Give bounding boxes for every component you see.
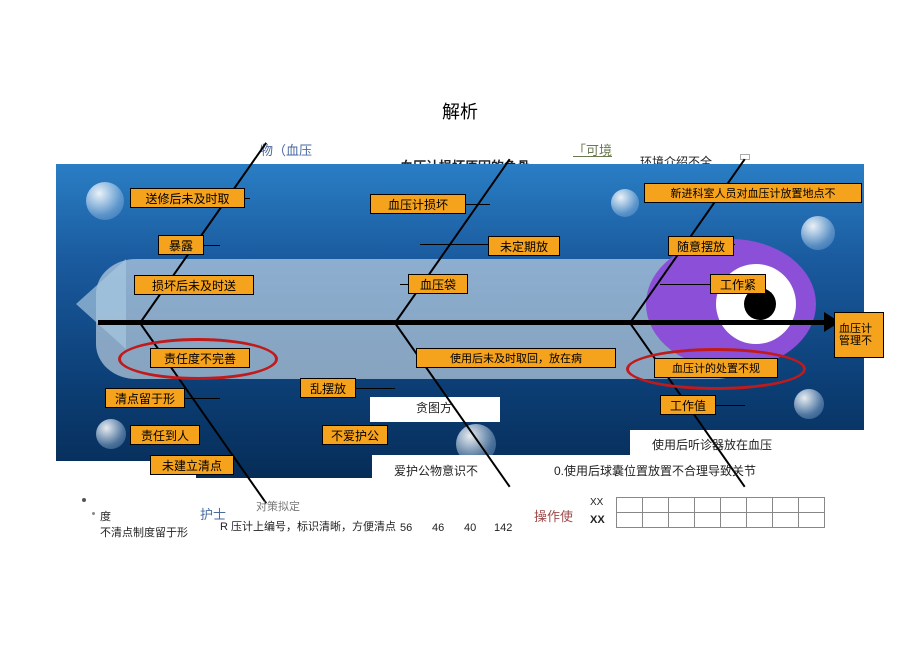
whiteblock bbox=[150, 478, 430, 494]
page-title: 解析 bbox=[442, 98, 478, 124]
head-box: 血压计管理不 bbox=[834, 312, 884, 358]
mini-table bbox=[616, 497, 825, 528]
note-right-1: 0.使用后球囊位置放置不合理导致关节 bbox=[554, 462, 756, 479]
num-0: 56 bbox=[400, 522, 412, 534]
category-top-right: 「可境 bbox=[573, 140, 612, 159]
footer-mid: R 压计上编号，标识清晰，方便清点 bbox=[220, 518, 396, 534]
highlight-oval-left bbox=[118, 338, 278, 380]
box-ur-1: 随意摆放 bbox=[668, 236, 734, 256]
num-2: 40 bbox=[464, 522, 476, 534]
box-lm-1: 不爱护公 bbox=[322, 425, 388, 445]
box-lm-2: 使用后未及时取回，放在病 bbox=[416, 348, 616, 368]
category-top-left: 物（血压 bbox=[260, 140, 312, 159]
category-bottom-right: 操作使 bbox=[534, 506, 573, 525]
bubble bbox=[794, 389, 824, 419]
box-ur-0: 新进科室人员对血压计放置地点不 bbox=[644, 183, 862, 203]
footer-l0: 度 bbox=[100, 508, 111, 524]
note-mid-1: 爱护公物意识不 bbox=[394, 462, 478, 479]
box-um-0: 血压计损坏 bbox=[370, 194, 466, 214]
note-right-0: 使用后听诊器放在血压 bbox=[652, 436, 772, 453]
bullet bbox=[92, 512, 95, 515]
num-1: 46 bbox=[432, 522, 444, 534]
box-ll-3: 未建立清点 bbox=[150, 455, 234, 475]
box-ul-2: 损坏后未及时送 bbox=[134, 275, 254, 295]
fishbone-spine bbox=[98, 320, 826, 325]
box-ll-1: 清点留于形 bbox=[105, 388, 185, 408]
box-ur-2: 工作紧 bbox=[710, 274, 766, 294]
box-um-1: 未定期放 bbox=[488, 236, 560, 256]
tbl-label1: XX bbox=[590, 497, 603, 508]
tbl-label2: XX bbox=[590, 514, 605, 526]
num-3: 142 bbox=[494, 522, 512, 534]
box-ll-2: 责任到人 bbox=[130, 425, 200, 445]
box-um-2: 血压袋 bbox=[408, 274, 468, 294]
footer-mid2: 对策拟定 bbox=[256, 498, 300, 514]
bubble bbox=[611, 189, 639, 217]
note-mid-0: 贪图方 bbox=[416, 399, 452, 416]
box-lr-1: 工作值 bbox=[660, 395, 716, 415]
bullet bbox=[82, 498, 86, 502]
box-lm-0: 乱摆放 bbox=[300, 378, 356, 398]
highlight-oval-right bbox=[626, 348, 806, 390]
bubble bbox=[86, 182, 124, 220]
box-ul-0: 送修后未及时取 bbox=[130, 188, 245, 208]
bubble bbox=[801, 216, 835, 250]
footer-l1: 不清点制度留于形 bbox=[100, 524, 188, 540]
box-ul-1: 暴露 bbox=[158, 235, 204, 255]
bubble bbox=[96, 419, 126, 449]
